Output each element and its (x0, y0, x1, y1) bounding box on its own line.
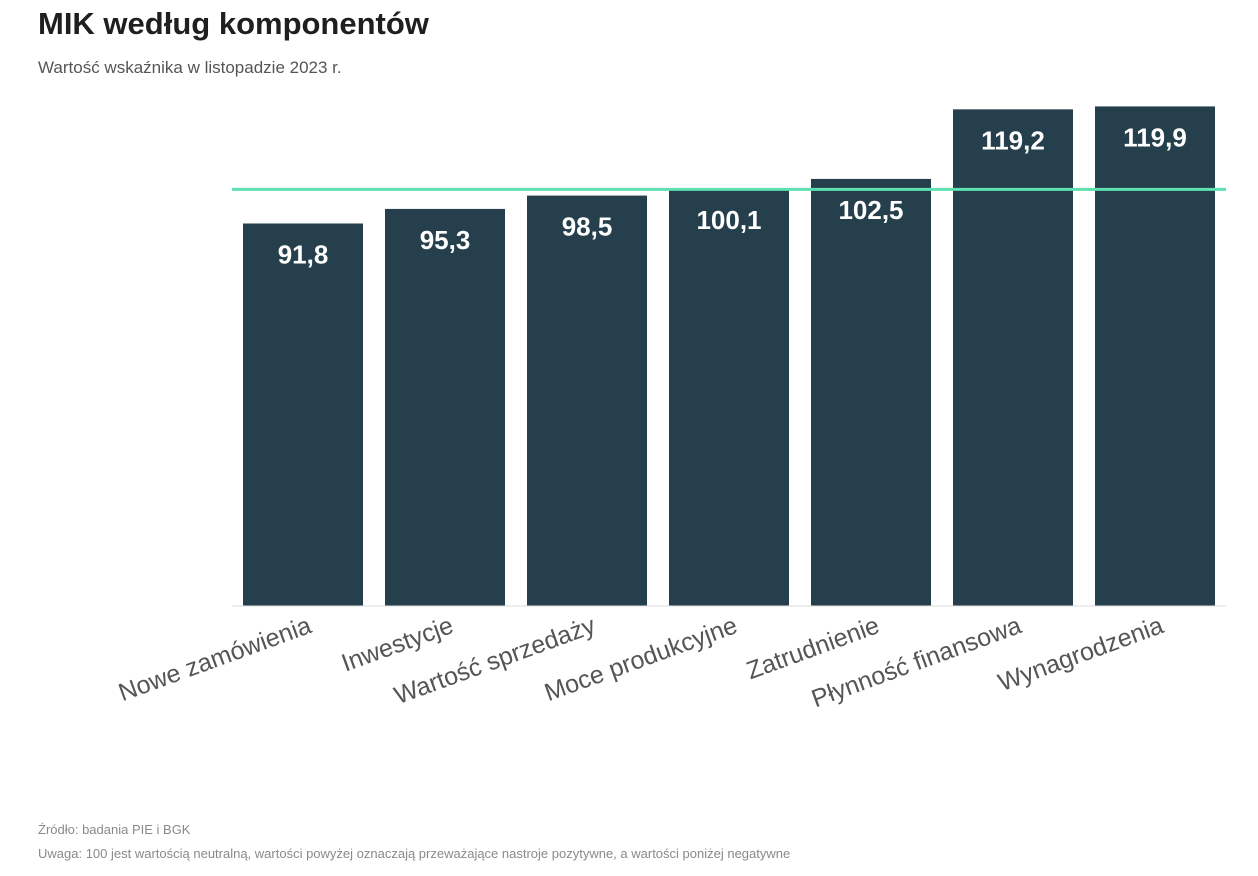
chart-title: MIK według komponentów (38, 6, 429, 41)
value-label-7: 119,9 (1123, 122, 1187, 152)
bar-5 (811, 178, 931, 606)
x-tick-label-7: Wynagrodzenia (994, 611, 1167, 697)
value-labels-layer: 91,8 95,3 98,5 100,1 102,5 119,2 119,9 (278, 122, 1187, 269)
bars-layer (243, 106, 1215, 607)
value-label-1: 91,8 (278, 240, 329, 270)
bar-2 (385, 208, 505, 606)
value-label-4: 100,1 (696, 205, 761, 235)
footnote: Uwaga: 100 jest wartością neutralną, war… (38, 846, 791, 861)
value-label-2: 95,3 (420, 225, 471, 255)
bar-7 (1095, 106, 1215, 607)
value-label-5: 102,5 (838, 195, 903, 225)
value-label-6: 119,2 (981, 125, 1045, 155)
x-tick-label-1: Nowe zamówienia (115, 611, 315, 707)
source-note: Źródło: badania PIE i BGK (38, 822, 191, 837)
bar-1 (243, 223, 363, 606)
bar-chart: 91,8 95,3 98,5 100,1 102,5 119,2 119,9 Nowe za… (115, 106, 1226, 713)
bar-6 (953, 109, 1073, 606)
value-label-3: 98,5 (562, 212, 613, 242)
bar-3 (527, 195, 647, 607)
chart-subtitle: Wartość wskaźnika w listopadzie 2023 r. (38, 58, 342, 77)
bar-4 (669, 188, 789, 606)
